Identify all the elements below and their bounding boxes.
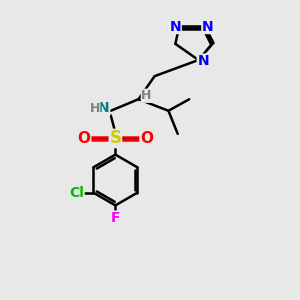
Text: F: F <box>111 211 120 225</box>
Text: H: H <box>89 102 100 115</box>
Text: H: H <box>141 89 152 102</box>
Text: N: N <box>202 20 214 34</box>
Text: N: N <box>197 54 209 68</box>
Text: O: O <box>78 131 91 146</box>
Text: O: O <box>140 131 153 146</box>
Text: Cl: Cl <box>69 186 84 200</box>
Text: N: N <box>98 101 110 116</box>
Text: S: S <box>110 130 122 148</box>
Text: N: N <box>169 20 181 34</box>
